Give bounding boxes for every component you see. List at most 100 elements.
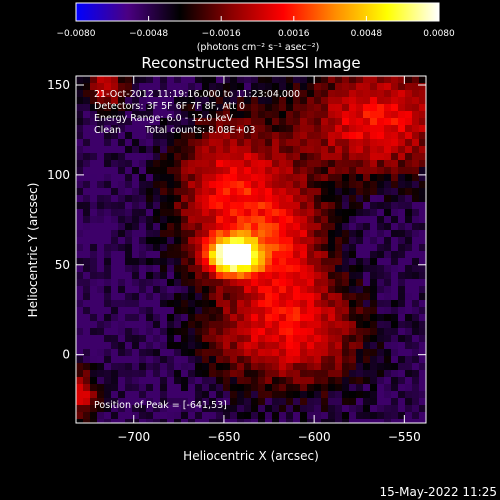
heatmap-cell	[97, 97, 105, 105]
heatmap-cell	[237, 237, 245, 245]
heatmap-cell	[258, 398, 266, 406]
heatmap-cell	[321, 223, 329, 231]
heatmap-cell	[251, 328, 259, 336]
heatmap-cell	[349, 76, 357, 84]
heatmap-cell	[419, 167, 426, 175]
heatmap-cell	[237, 384, 245, 392]
heatmap-cell	[174, 251, 182, 259]
heatmap-cell	[328, 223, 336, 231]
heatmap-cell	[146, 370, 154, 378]
heatmap-cell	[300, 391, 308, 399]
heatmap-cell	[160, 419, 168, 423]
heatmap-cell	[251, 377, 259, 385]
heatmap-cell	[160, 202, 168, 210]
heatmap-cell	[349, 405, 357, 413]
heatmap-cell	[188, 125, 196, 133]
heatmap-cell	[265, 160, 273, 168]
heatmap-cell	[125, 111, 133, 119]
heatmap-cell	[202, 251, 210, 259]
heatmap-cell	[167, 335, 175, 343]
heatmap-cell	[160, 160, 168, 168]
heatmap-cell	[314, 286, 322, 294]
heatmap-cell	[195, 104, 203, 112]
heatmap-cell	[398, 279, 406, 287]
heatmap-cell	[251, 391, 259, 399]
heatmap-cell	[97, 153, 105, 161]
heatmap-cell	[279, 244, 287, 252]
heatmap-cell	[300, 356, 308, 364]
heatmap-cell	[314, 342, 322, 350]
heatmap-cell	[265, 300, 273, 308]
heatmap-cell	[342, 279, 350, 287]
heatmap-cell	[111, 272, 119, 280]
heatmap-cell	[111, 237, 119, 245]
heatmap-cell	[377, 251, 385, 259]
heatmap-cell	[293, 153, 301, 161]
heatmap-cell	[111, 230, 119, 238]
heatmap-cell	[118, 279, 126, 287]
heatmap-cell	[90, 181, 98, 189]
heatmap-cell	[342, 391, 350, 399]
heatmap-cell	[307, 188, 315, 196]
heatmap-cell	[139, 195, 147, 203]
heatmap-cell	[293, 244, 301, 252]
heatmap-cell	[314, 209, 322, 217]
heatmap-cell	[237, 391, 245, 399]
heatmap-cell	[356, 265, 364, 273]
heatmap-cell	[307, 167, 315, 175]
heatmap-cell	[174, 272, 182, 280]
heatmap-cell	[384, 328, 392, 336]
heatmap-cell	[223, 230, 231, 238]
heatmap-cell	[321, 153, 329, 161]
heatmap-cell	[188, 412, 196, 420]
heatmap-cell	[76, 230, 84, 238]
heatmap-cell	[146, 104, 154, 112]
heatmap-cell	[76, 342, 84, 350]
heatmap-cell	[146, 160, 154, 168]
heatmap-cell	[335, 76, 343, 84]
heatmap-cell	[216, 258, 224, 266]
heatmap-cell	[139, 363, 147, 371]
heatmap-cell	[349, 412, 357, 420]
heatmap-cell	[132, 391, 140, 399]
heatmap-cell	[419, 314, 426, 322]
heatmap-cell	[146, 286, 154, 294]
heatmap-cell	[216, 160, 224, 168]
heatmap-cell	[272, 97, 280, 105]
heatmap-cell	[328, 139, 336, 147]
heatmap-cell	[370, 384, 378, 392]
heatmap-cell	[83, 251, 91, 259]
heatmap-cell	[90, 174, 98, 182]
heatmap-cell	[251, 384, 259, 392]
heatmap-cell	[181, 265, 189, 273]
heatmap-cell	[377, 216, 385, 224]
heatmap-cell	[293, 314, 301, 322]
heatmap-cell	[223, 272, 231, 280]
heatmap-cell	[258, 90, 266, 98]
heatmap-cell	[251, 314, 259, 322]
heatmap-cell	[132, 349, 140, 357]
heatmap-cell	[286, 405, 294, 413]
heatmap-cell	[265, 384, 273, 392]
heatmap-cell	[370, 293, 378, 301]
heatmap-cell	[195, 356, 203, 364]
heatmap-cell	[174, 391, 182, 399]
heatmap-cell	[174, 195, 182, 203]
heatmap-cell	[153, 328, 161, 336]
heatmap-cell	[307, 391, 315, 399]
heatmap-cell	[104, 188, 112, 196]
heatmap-cell	[83, 265, 91, 273]
heatmap-cell	[181, 160, 189, 168]
heatmap-cell	[356, 342, 364, 350]
heatmap-cell	[132, 230, 140, 238]
heatmap-cell	[370, 300, 378, 308]
heatmap-cell	[195, 258, 203, 266]
heatmap-cell	[83, 356, 91, 364]
heatmap-cell	[90, 335, 98, 343]
heatmap-cell	[146, 300, 154, 308]
heatmap-cell	[181, 398, 189, 406]
heatmap-cell	[181, 370, 189, 378]
heatmap-cell	[97, 272, 105, 280]
heatmap-cell	[174, 181, 182, 189]
heatmap-cell	[223, 370, 231, 378]
